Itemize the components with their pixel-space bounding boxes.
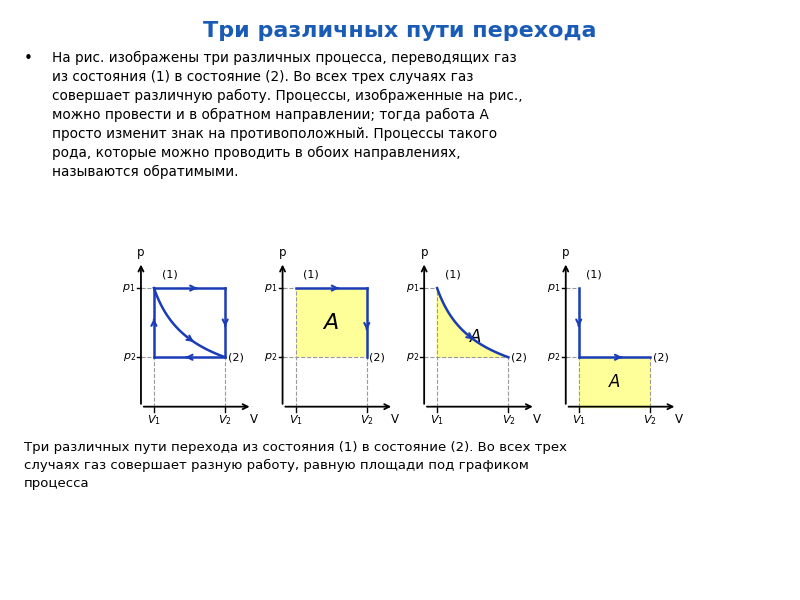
Text: •: • [24, 51, 33, 66]
Text: $p_2$: $p_2$ [264, 351, 278, 363]
Polygon shape [437, 288, 509, 357]
Text: $p_2$: $p_2$ [547, 351, 561, 363]
Text: На рис. изображены три различных процесса, переводящих газ
из состояния (1) в со: На рис. изображены три различных процесс… [52, 51, 522, 179]
Text: $p_2$: $p_2$ [406, 351, 419, 363]
Text: $V_2$: $V_2$ [218, 413, 232, 427]
Text: V: V [391, 413, 399, 426]
Text: p: p [138, 246, 145, 259]
Text: V: V [533, 413, 541, 426]
Text: $V_1$: $V_1$ [572, 413, 586, 427]
Text: A: A [609, 373, 620, 391]
Text: p: p [279, 246, 286, 259]
Text: (2): (2) [511, 352, 527, 362]
Text: (1): (1) [303, 270, 319, 280]
Text: p: p [562, 246, 570, 259]
Text: $p_2$: $p_2$ [122, 351, 136, 363]
Text: V: V [674, 413, 682, 426]
Text: $p_1$: $p_1$ [406, 282, 419, 294]
Text: V: V [250, 413, 258, 426]
Text: A: A [470, 329, 481, 346]
Text: (1): (1) [586, 270, 602, 280]
Text: $p_1$: $p_1$ [264, 282, 278, 294]
Text: (2): (2) [370, 352, 386, 362]
Text: (1): (1) [162, 270, 178, 280]
Text: $V_1$: $V_1$ [430, 413, 444, 427]
Text: (2): (2) [653, 352, 669, 362]
Text: Три различных пути перехода из состояния (1) в состояние (2). Во всех трех
случа: Три различных пути перехода из состояния… [24, 441, 567, 490]
Text: $V_2$: $V_2$ [502, 413, 515, 427]
Text: $V_2$: $V_2$ [360, 413, 374, 427]
Text: (1): (1) [445, 270, 461, 280]
Text: A: A [323, 313, 338, 332]
Text: $V_2$: $V_2$ [643, 413, 657, 427]
Text: $V_1$: $V_1$ [289, 413, 302, 427]
Polygon shape [295, 288, 366, 357]
Text: p: p [421, 246, 428, 259]
Polygon shape [578, 357, 650, 407]
Text: $V_1$: $V_1$ [147, 413, 161, 427]
Text: Три различных пути перехода: Три различных пути перехода [203, 21, 597, 41]
Text: $p_1$: $p_1$ [547, 282, 561, 294]
Text: $p_1$: $p_1$ [122, 282, 136, 294]
Text: (2): (2) [228, 352, 244, 362]
